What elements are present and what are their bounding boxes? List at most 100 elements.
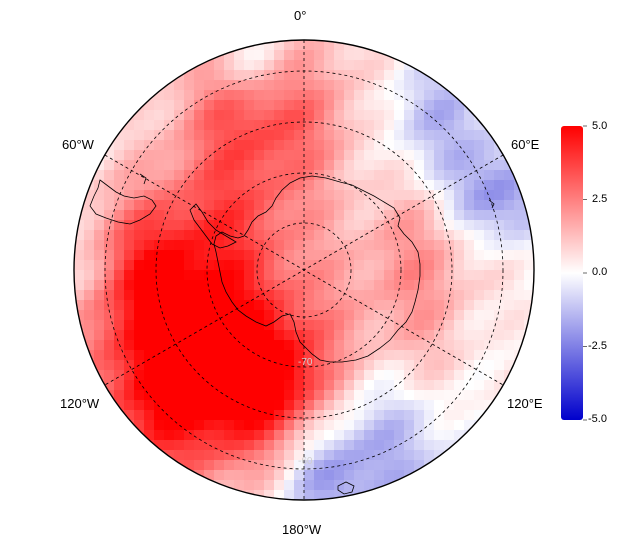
field-cell <box>454 320 465 331</box>
field-cell <box>234 470 245 481</box>
field-cell <box>474 360 485 371</box>
field-cell <box>154 190 165 201</box>
field-cell <box>404 110 415 121</box>
field-cell <box>284 150 295 161</box>
field-cell <box>454 300 465 311</box>
field-cell <box>224 320 235 331</box>
field-cell <box>244 480 255 491</box>
field-cell <box>344 50 355 61</box>
field-cell <box>264 320 275 331</box>
field-cell <box>254 440 265 451</box>
field-cell <box>334 370 345 381</box>
field-cell <box>384 290 395 301</box>
field-cell <box>184 120 195 131</box>
field-cell <box>264 60 275 71</box>
field-cell <box>314 360 325 371</box>
field-cell <box>304 350 315 361</box>
field-cell <box>294 230 305 241</box>
field-cell <box>304 160 315 171</box>
field-cell <box>114 380 125 391</box>
field-cell <box>94 230 105 241</box>
field-cell <box>494 260 505 271</box>
field-cell <box>124 210 135 221</box>
field-cell <box>374 420 385 431</box>
field-cell <box>94 260 105 271</box>
field-cell <box>144 230 155 241</box>
field-cell <box>204 400 215 411</box>
field-cell <box>154 220 165 231</box>
field-cell <box>174 340 185 351</box>
field-cell <box>174 410 185 421</box>
field-cell <box>224 280 235 291</box>
field-cell <box>174 240 185 251</box>
field-cell <box>164 90 175 101</box>
field-cell <box>354 360 365 371</box>
field-cell <box>354 370 365 381</box>
field-cell <box>434 270 445 281</box>
field-cell <box>374 220 385 231</box>
field-cell <box>274 220 285 231</box>
field-cell <box>394 250 405 261</box>
field-cell <box>94 280 105 291</box>
field-cell <box>204 70 215 81</box>
field-cell <box>284 90 295 101</box>
field-cell <box>344 360 355 371</box>
field-cell <box>204 270 215 281</box>
field-cell <box>194 280 205 291</box>
field-cell <box>424 300 435 311</box>
field-cell <box>174 330 185 341</box>
field-cell <box>224 380 235 391</box>
field-cell <box>504 340 515 351</box>
field-cell <box>224 330 235 341</box>
field-cell <box>204 130 215 141</box>
field-cell <box>274 440 285 451</box>
field-cell <box>114 390 125 401</box>
field-cell <box>454 210 465 221</box>
field-cell <box>134 320 145 331</box>
field-cell <box>524 320 534 331</box>
field-cell <box>434 250 445 261</box>
field-cell <box>154 120 165 131</box>
field-cell <box>154 110 165 121</box>
field-cell <box>114 350 125 361</box>
field-cell <box>324 330 335 341</box>
field-cell <box>184 440 195 451</box>
field-cell <box>354 410 365 421</box>
field-cell <box>224 50 235 61</box>
field-cell <box>174 230 185 241</box>
field-cell <box>244 340 255 351</box>
field-cell <box>144 380 155 391</box>
field-cell <box>404 360 415 371</box>
field-cell <box>444 310 455 321</box>
field-cell <box>344 450 355 461</box>
field-cell <box>194 180 205 191</box>
field-cell <box>394 410 405 421</box>
field-cell <box>234 160 245 171</box>
field-cell <box>474 110 485 121</box>
field-cell <box>344 350 355 361</box>
field-cell <box>164 150 175 161</box>
field-cell <box>384 410 395 421</box>
field-cell <box>144 180 155 191</box>
field-cell <box>264 50 275 61</box>
field-cell <box>444 130 455 141</box>
field-cell <box>264 90 275 101</box>
field-cell <box>484 180 495 191</box>
field-cell <box>444 230 455 241</box>
field-cell <box>284 110 295 121</box>
field-cell <box>284 460 295 471</box>
field-cell <box>214 110 225 121</box>
field-cell <box>234 390 245 401</box>
field-cell <box>274 50 285 61</box>
field-cell <box>184 70 195 81</box>
field-cell <box>454 290 465 301</box>
field-cell <box>164 130 175 141</box>
field-cell <box>124 370 135 381</box>
field-cell <box>274 300 285 311</box>
field-cell <box>274 420 285 431</box>
field-cell <box>474 410 485 421</box>
field-cell <box>194 150 205 161</box>
field-cell <box>194 410 205 421</box>
field-cell <box>334 150 345 161</box>
field-cell <box>434 310 445 321</box>
